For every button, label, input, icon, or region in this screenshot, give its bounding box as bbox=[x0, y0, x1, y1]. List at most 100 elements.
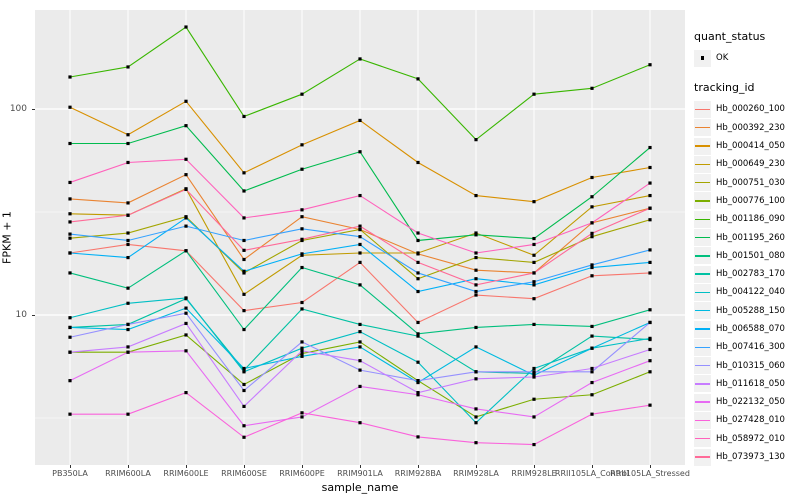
data-point bbox=[242, 257, 246, 262]
x-tick-label: RRIM928LA bbox=[453, 469, 499, 478]
data-point bbox=[184, 391, 188, 395]
data-point bbox=[242, 171, 246, 175]
data-point bbox=[242, 382, 246, 387]
line-key bbox=[694, 100, 711, 118]
data-point bbox=[68, 335, 72, 339]
legend-item-Hb_000776_100: Hb_000776_100 bbox=[694, 192, 800, 210]
data-point bbox=[184, 216, 188, 220]
line-key bbox=[694, 119, 711, 137]
x-tick-label: RRII105LA_Control bbox=[554, 469, 630, 478]
line-key bbox=[694, 137, 711, 155]
data-point bbox=[300, 307, 304, 311]
data-point bbox=[590, 235, 594, 239]
legend-line-icon bbox=[695, 218, 710, 220]
data-point bbox=[242, 404, 246, 409]
data-point bbox=[300, 252, 304, 256]
data-point bbox=[590, 393, 594, 397]
data-point bbox=[648, 370, 652, 374]
data-point bbox=[532, 371, 536, 376]
x-tick-mark bbox=[649, 465, 651, 468]
data-point bbox=[358, 224, 362, 228]
line-key bbox=[694, 411, 711, 429]
legend-line-icon bbox=[695, 346, 710, 348]
legend-label: Hb_000751_030 bbox=[716, 177, 785, 188]
data-point bbox=[300, 227, 304, 231]
legend-line-icon bbox=[695, 273, 710, 275]
data-point bbox=[126, 412, 130, 416]
data-point bbox=[532, 297, 536, 301]
x-tick-mark bbox=[591, 465, 593, 468]
data-point bbox=[648, 218, 652, 222]
data-point bbox=[474, 233, 478, 237]
data-point bbox=[242, 435, 246, 439]
data-point bbox=[68, 316, 72, 320]
legend-item-Hb_004122_040: Hb_004122_040 bbox=[694, 283, 800, 301]
data-point bbox=[300, 167, 304, 171]
x-tick-label: RRIM600LA bbox=[105, 469, 151, 478]
legend-line-icon bbox=[695, 438, 710, 440]
legend-line-icon bbox=[695, 456, 710, 458]
legend-line-icon bbox=[695, 236, 710, 239]
data-point bbox=[300, 340, 304, 344]
data-point bbox=[300, 143, 304, 147]
data-point bbox=[416, 251, 420, 255]
y-tick-label: 10 bbox=[15, 310, 27, 320]
data-point bbox=[590, 231, 594, 235]
data-point bbox=[416, 77, 420, 81]
data-point bbox=[474, 325, 478, 330]
data-point bbox=[532, 260, 536, 265]
data-point bbox=[416, 334, 420, 338]
plot-panel bbox=[35, 10, 685, 465]
data-point bbox=[590, 175, 594, 180]
legend-line-icon bbox=[695, 163, 710, 166]
legend-item-Hb_000751_030: Hb_000751_030 bbox=[694, 173, 800, 192]
data-point bbox=[590, 265, 594, 270]
legend-line-icon bbox=[695, 419, 710, 422]
x-tick-label: RRIM600LE bbox=[163, 469, 209, 478]
data-point bbox=[416, 380, 420, 385]
x-tick-label: RRIM928LE bbox=[511, 469, 557, 478]
data-point bbox=[358, 330, 362, 334]
legend-item-Hb_001186_090: Hb_001186_090 bbox=[694, 210, 800, 228]
legend-label: Hb_000776_100 bbox=[716, 195, 785, 206]
data-point bbox=[474, 268, 478, 272]
data-point bbox=[474, 283, 478, 287]
data-point bbox=[474, 231, 478, 235]
line-key bbox=[694, 393, 711, 411]
data-point bbox=[416, 231, 420, 235]
data-point bbox=[358, 227, 362, 232]
data-point bbox=[184, 157, 188, 161]
x-tick-mark bbox=[301, 465, 303, 468]
data-point bbox=[474, 441, 478, 445]
data-point bbox=[590, 221, 594, 225]
data-point bbox=[68, 236, 72, 240]
x-tick-mark bbox=[533, 465, 535, 468]
data-point bbox=[242, 114, 246, 119]
data-point bbox=[590, 195, 594, 199]
data-point bbox=[358, 283, 362, 287]
line-key bbox=[694, 210, 711, 228]
y-tick-mark bbox=[32, 108, 35, 110]
data-point bbox=[532, 271, 536, 275]
data-point bbox=[590, 380, 594, 385]
legend-label: Hb_000649_230 bbox=[716, 159, 785, 170]
data-point bbox=[242, 309, 246, 313]
legend-item-Hb_002783_170: Hb_002783_170 bbox=[694, 265, 800, 283]
legend-item-Hb_010315_060: Hb_010315_060 bbox=[694, 356, 800, 375]
data-point bbox=[68, 212, 72, 216]
legend-line-icon bbox=[695, 328, 710, 330]
data-point bbox=[358, 57, 362, 61]
data-point bbox=[416, 379, 420, 383]
data-point bbox=[590, 412, 594, 416]
data-point bbox=[242, 388, 246, 393]
data-point bbox=[416, 360, 420, 364]
x-axis-ticks: PB350LA RRIM600LA RRIM600LE RRIM600SE RRIM60… bbox=[0, 465, 800, 485]
data-point bbox=[648, 145, 652, 150]
data-point bbox=[242, 248, 246, 252]
data-point bbox=[184, 249, 188, 253]
data-point bbox=[242, 238, 246, 243]
data-point bbox=[590, 205, 594, 209]
data-point bbox=[126, 350, 130, 354]
data-point bbox=[532, 253, 536, 257]
data-point bbox=[300, 351, 304, 356]
